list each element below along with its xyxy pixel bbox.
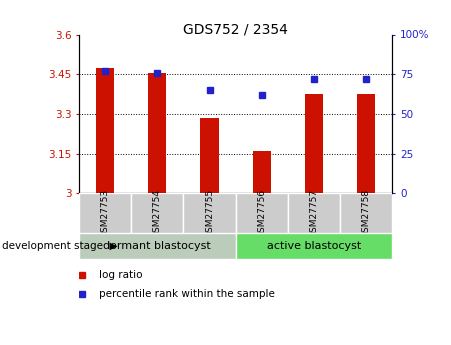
Bar [340, 193, 392, 233]
Text: GSM27758: GSM27758 [362, 188, 371, 238]
Bar [79, 193, 131, 233]
Bar [200, 118, 219, 193]
Text: GSM27755: GSM27755 [205, 188, 214, 238]
Text: active blastocyst: active blastocyst [267, 241, 361, 251]
Bar [357, 94, 375, 193]
Text: percentile rank within the sample: percentile rank within the sample [99, 289, 275, 299]
Text: GSM27757: GSM27757 [309, 188, 318, 238]
Text: GSM27756: GSM27756 [257, 188, 266, 238]
Bar [236, 233, 392, 259]
Text: development stage  ▶: development stage ▶ [2, 241, 118, 251]
Bar [184, 193, 236, 233]
Bar [131, 193, 184, 233]
Bar [148, 73, 166, 193]
Text: GSM27753: GSM27753 [101, 188, 110, 238]
Bar [288, 193, 340, 233]
Bar [253, 151, 271, 193]
Text: dormant blastocyst: dormant blastocyst [103, 241, 211, 251]
Bar [236, 193, 288, 233]
Text: log ratio: log ratio [99, 270, 143, 280]
Text: GDS752 / 2354: GDS752 / 2354 [183, 22, 288, 37]
Bar [305, 94, 323, 193]
Bar [79, 233, 236, 259]
Text: GSM27754: GSM27754 [153, 188, 162, 238]
Bar [96, 68, 114, 193]
